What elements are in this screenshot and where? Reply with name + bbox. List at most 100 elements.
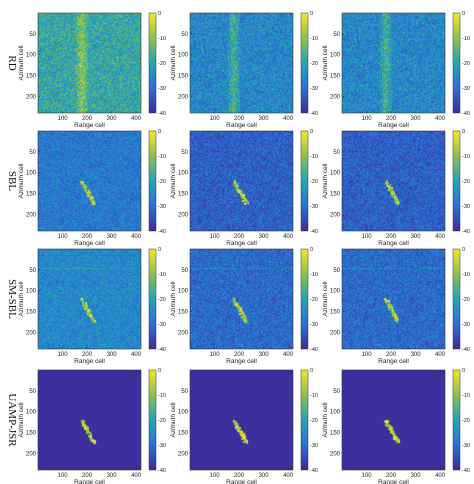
x-tick-label: 200 (82, 116, 93, 122)
x-axis-label: Range cell (226, 479, 257, 484)
y-tick-label: 150 (178, 74, 189, 80)
y-tick-label: 100 (26, 410, 37, 416)
x-tick-label: 300 (107, 473, 118, 479)
x-tick-label: 300 (107, 116, 118, 122)
x-tick-label: 200 (386, 352, 397, 358)
y-axis-label: Azimuth cell (170, 45, 177, 81)
y-tick-label: 150 (330, 192, 341, 198)
x-tick-label: 200 (234, 352, 245, 358)
y-tick-label: 100 (330, 410, 341, 416)
y-tick-label: 200 (178, 94, 189, 100)
y-axis-label: Azimuth cell (322, 45, 329, 81)
heatmap-panel: 50 100 150 200 100 200 300 400 Range cell Azimuth… (322, 129, 470, 247)
axes-frame (341, 369, 446, 471)
x-tick-label: 100 (362, 234, 373, 240)
colorbar (300, 12, 309, 114)
colorbar-tick-label: -40 (310, 468, 318, 474)
y-tick-label: 200 (26, 94, 37, 100)
colorbar-tick-label: -30 (158, 322, 166, 328)
y-tick-label: 100 (26, 289, 37, 295)
heatmap-panel: 50 100 150 200 100 200 300 400 Range cell Azimuth… (18, 11, 166, 129)
x-axis-label: Range cell (226, 240, 257, 247)
axes-frame (341, 248, 446, 350)
colorbar (300, 130, 309, 232)
heatmap-panel: 50 100 150 200 100 200 300 400 Range cell Azimuth… (18, 247, 166, 365)
colorbar-tick-label: -20 (310, 418, 318, 424)
y-tick-label: 50 (29, 389, 36, 395)
y-tick-label: 50 (181, 32, 188, 38)
y-tick-label: 150 (330, 431, 341, 437)
colorbar-tick-label: -10 (310, 393, 318, 399)
axes-frame (189, 369, 294, 471)
x-tick-label: 100 (210, 234, 221, 240)
heatmap-image (342, 13, 445, 113)
y-tick-label: 200 (330, 212, 341, 218)
x-tick-label: 400 (435, 234, 446, 240)
x-tick-label: 100 (210, 116, 221, 122)
colorbar-tick-label: -10 (462, 36, 470, 42)
x-tick-label: 400 (131, 473, 142, 479)
y-tick-label: 50 (333, 32, 340, 38)
y-tick-label: 100 (330, 289, 341, 295)
x-tick-label: 400 (435, 473, 446, 479)
colorbar-tick-label: -40 (310, 347, 318, 353)
y-axis-label: Azimuth cell (322, 281, 329, 317)
y-tick-label: 200 (178, 451, 189, 457)
x-tick-label: 300 (259, 116, 270, 122)
y-axis-label: Azimuth cell (170, 163, 177, 199)
x-tick-label: 100 (58, 352, 69, 358)
colorbar (300, 248, 309, 350)
colorbar-tick-label: -10 (310, 272, 318, 278)
row-label-0: RD (6, 55, 18, 70)
heatmap-image (190, 249, 293, 349)
row-label-1: SBL (6, 171, 18, 191)
x-tick-label: 200 (82, 473, 93, 479)
x-axis-label: Range cell (74, 479, 105, 484)
x-tick-label: 400 (283, 473, 294, 479)
x-tick-label: 100 (210, 352, 221, 358)
colorbar-tick-label: -40 (158, 468, 166, 474)
heatmap-image (38, 131, 141, 231)
colorbar-tick-label: -30 (462, 322, 470, 328)
colorbar-tick-label: -40 (462, 347, 470, 353)
x-tick-label: 300 (259, 234, 270, 240)
axes-frame (189, 248, 294, 350)
x-tick-label: 200 (234, 234, 245, 240)
heatmap-panel: 50 100 150 200 100 200 300 400 Range cell Azimuth… (170, 129, 318, 247)
colorbar-tick-label: 0 (310, 11, 313, 17)
x-tick-label: 100 (58, 234, 69, 240)
colorbar-tick-label: -20 (462, 297, 470, 303)
y-tick-label: 200 (26, 330, 37, 336)
colorbar-tick-label: -10 (462, 154, 470, 160)
y-tick-label: 50 (333, 389, 340, 395)
colorbar-tick-label: -40 (462, 111, 470, 117)
y-tick-label: 150 (26, 431, 37, 437)
y-axis-label: Azimuth cell (322, 163, 329, 199)
y-tick-label: 150 (178, 192, 189, 198)
y-tick-label: 200 (26, 451, 37, 457)
y-axis-label: Azimuth cell (18, 402, 25, 438)
heatmap-panel: 50 100 150 200 100 200 300 400 Range cell Azimuth… (18, 129, 166, 247)
axes-frame (37, 248, 142, 350)
x-tick-label: 400 (435, 352, 446, 358)
colorbar-tick-label: -40 (462, 468, 470, 474)
heatmap-image (38, 13, 141, 113)
colorbar-tick-label: -40 (462, 229, 470, 235)
y-tick-label: 150 (26, 192, 37, 198)
x-tick-label: 200 (386, 116, 397, 122)
colorbar-tick-label: -30 (462, 204, 470, 210)
y-tick-label: 100 (330, 171, 341, 177)
axes-frame (341, 12, 446, 114)
x-tick-label: 300 (107, 234, 118, 240)
y-axis-label: Azimuth cell (170, 402, 177, 438)
row-label-2: SM-SBL (6, 279, 18, 319)
colorbar-tick-label: -10 (158, 154, 166, 160)
y-tick-label: 50 (181, 389, 188, 395)
colorbar-tick-label: 0 (158, 11, 161, 17)
y-tick-label: 50 (29, 150, 36, 156)
x-tick-label: 300 (411, 473, 422, 479)
x-tick-label: 400 (131, 116, 142, 122)
y-tick-label: 100 (178, 410, 189, 416)
colorbar-tick-label: -20 (462, 418, 470, 424)
colorbar-tick-label: -40 (310, 229, 318, 235)
